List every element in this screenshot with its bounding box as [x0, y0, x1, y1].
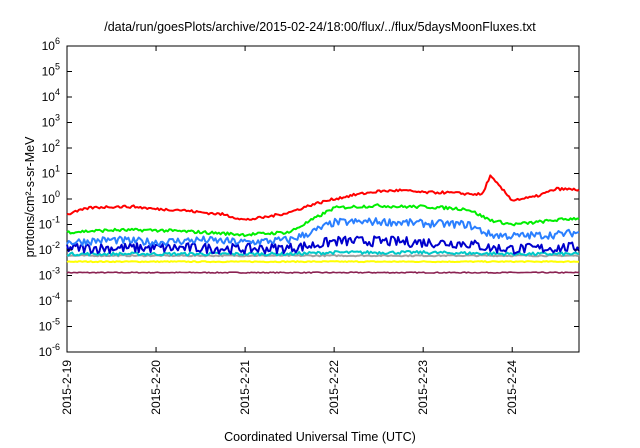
x-tick-layer: 2015-2-19 2015-2-20 2015-2-21 2015-2-22 2015… — [60, 46, 519, 415]
y-tick-label: 10-6 — [39, 342, 60, 359]
y-tick-label: 100 — [42, 189, 60, 206]
x-axis-label: Coordinated Universal Time (UTC) — [224, 430, 416, 444]
y-tick-label: 10-3 — [39, 266, 60, 283]
y-tick-label: 10-1 — [39, 215, 60, 232]
series-line — [66, 203, 580, 238]
y-tick-label: 104 — [42, 87, 60, 104]
series-line — [66, 271, 580, 274]
series-line — [66, 254, 580, 258]
y-tick-label: 10-4 — [39, 291, 60, 308]
series-line — [66, 174, 580, 221]
chart-title: /data/run/goesPlots/archive/2015-02-24/1… — [104, 20, 536, 34]
series-line — [67, 250, 580, 257]
x-tick-label: 2015-2-21 — [238, 360, 252, 415]
series-layer — [66, 174, 580, 274]
x-tick-label: 2015-2-22 — [327, 360, 341, 415]
x-tick-label: 2015-2-19 — [60, 360, 74, 415]
y-tick-layer: 10-6 10-5 10-4 10-3 10-2 10-1 100 101 102 103 104 1… — [39, 36, 579, 359]
series-line — [66, 260, 579, 264]
y-tick-label: 102 — [42, 138, 60, 155]
x-tick-label: 2015-2-20 — [149, 360, 163, 415]
y-tick-label: 105 — [42, 62, 60, 79]
plot-frame — [66, 45, 580, 353]
y-tick-label: 10-5 — [39, 317, 60, 334]
x-tick-label: 2015-2-23 — [416, 360, 430, 415]
series-line — [66, 217, 580, 247]
y-tick-label: 101 — [42, 164, 60, 181]
x-tick-label: 2015-2-24 — [505, 360, 519, 415]
y-tick-label: 10-2 — [39, 240, 60, 257]
y-tick-label: 106 — [42, 36, 60, 53]
y-tick-label: 103 — [42, 113, 60, 130]
